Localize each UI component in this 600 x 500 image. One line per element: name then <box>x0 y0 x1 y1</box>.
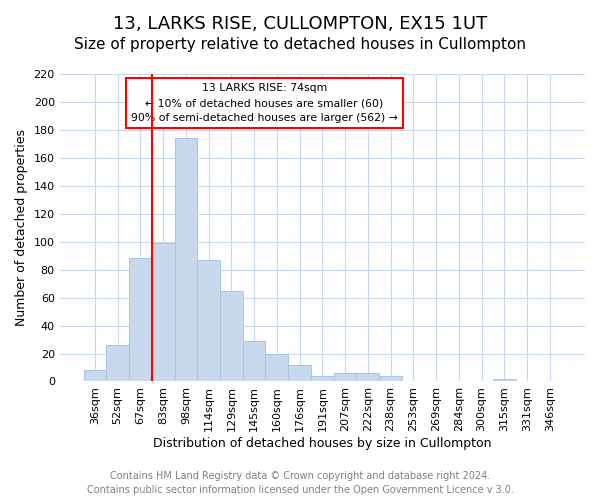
Bar <box>311 376 334 382</box>
Bar <box>379 376 402 382</box>
Bar <box>356 373 379 382</box>
Bar <box>493 378 515 382</box>
Text: 13, LARKS RISE, CULLOMPTON, EX15 1UT: 13, LARKS RISE, CULLOMPTON, EX15 1UT <box>113 15 487 33</box>
Bar <box>106 345 129 382</box>
X-axis label: Distribution of detached houses by size in Cullompton: Distribution of detached houses by size … <box>153 437 491 450</box>
Bar <box>175 138 197 382</box>
Text: Size of property relative to detached houses in Cullompton: Size of property relative to detached ho… <box>74 38 526 52</box>
Bar <box>265 354 288 382</box>
Text: 13 LARKS RISE: 74sqm
← 10% of detached houses are smaller (60)
90% of semi-detac: 13 LARKS RISE: 74sqm ← 10% of detached h… <box>131 83 398 123</box>
Text: Contains HM Land Registry data © Crown copyright and database right 2024.
Contai: Contains HM Land Registry data © Crown c… <box>86 471 514 495</box>
Bar <box>129 258 152 382</box>
Bar <box>197 260 220 382</box>
Bar <box>83 370 106 382</box>
Bar <box>288 364 311 382</box>
Bar <box>334 373 356 382</box>
Bar <box>243 341 265 382</box>
Y-axis label: Number of detached properties: Number of detached properties <box>15 129 28 326</box>
Bar <box>152 243 175 382</box>
Bar <box>220 290 243 382</box>
